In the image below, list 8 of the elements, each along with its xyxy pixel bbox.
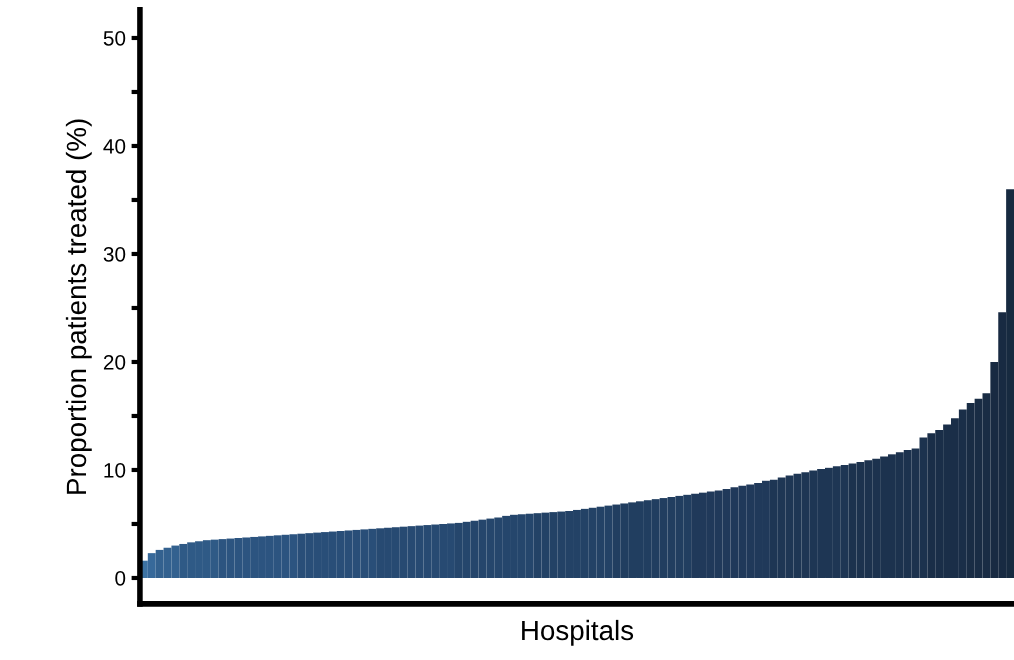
y-tick-label: 30: [103, 246, 126, 262]
y-tick-label: 0: [115, 570, 126, 586]
x-axis-title: Hospitals: [522, 619, 634, 646]
y-axis-title: Proportion patients treated (%): [65, 119, 92, 494]
y-tick-label: 40: [103, 138, 126, 154]
y-tick-label: 10: [104, 462, 126, 478]
y-tick-label: 20: [103, 354, 126, 370]
y-tick-label: 50: [103, 30, 126, 46]
